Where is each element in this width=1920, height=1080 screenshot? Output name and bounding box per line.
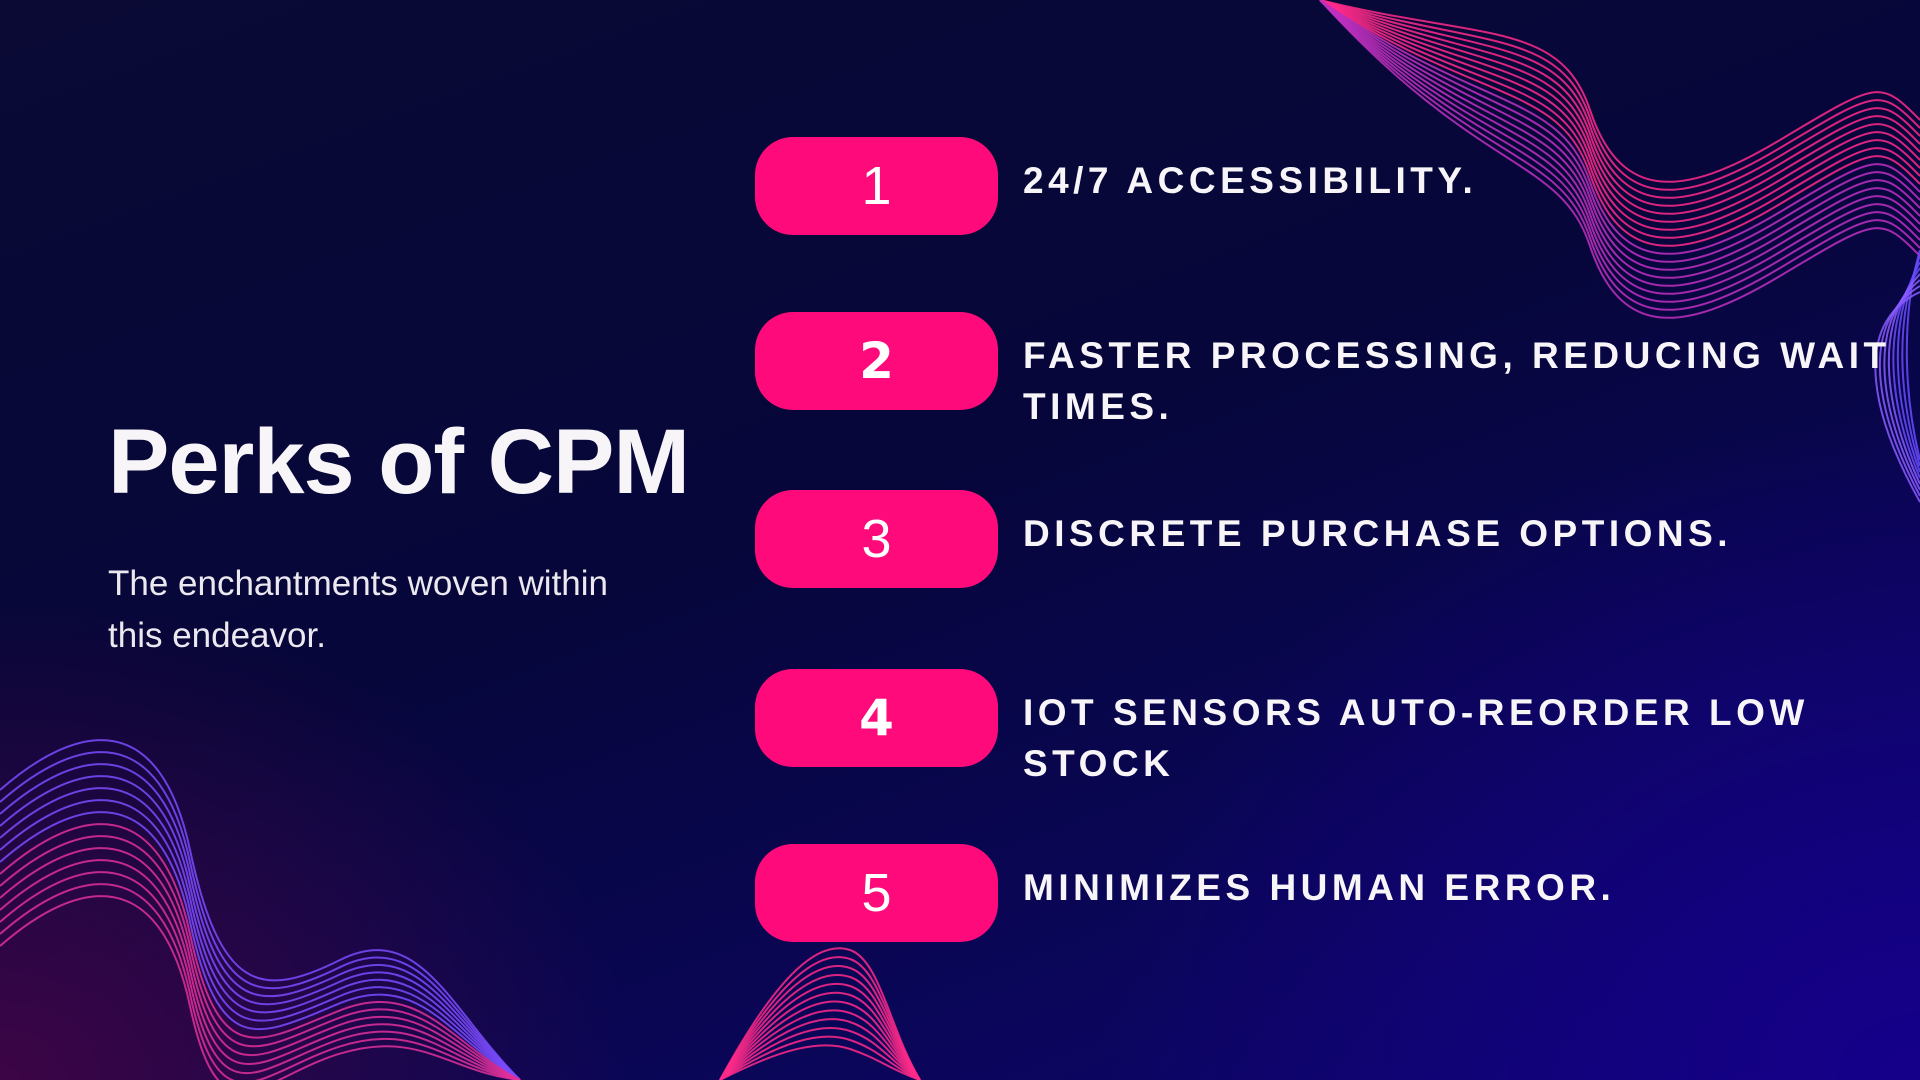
list-item: 1 24/7 ACCESSIBILITY. [755, 137, 1885, 237]
wave-line [0, 763, 521, 1080]
wave-line [0, 895, 521, 1080]
list-item: 2 FASTER PROCESSING, REDUCING WAIT TIMES… [755, 312, 1886, 427]
number-badge: 2 [755, 312, 998, 410]
number-badge: 5 [755, 844, 998, 942]
wave-line [719, 947, 921, 1080]
wave-line [0, 751, 521, 1080]
wave-line [0, 859, 521, 1080]
wave-line [1896, 261, 1920, 473]
wave-line [719, 1026, 921, 1080]
item-text: IOT SENSORS AUTO-REORDER LOW STOCK [1023, 692, 1809, 784]
wave-line [719, 1044, 921, 1080]
item-text: FASTER PROCESSING, REDUCING WAIT TIMES. [1023, 335, 1891, 427]
wave-line [719, 1000, 921, 1080]
wave-line [719, 1035, 921, 1080]
wave-line [0, 775, 521, 1080]
wave-line [719, 956, 921, 1080]
list-item: 3 DISCRETE PURCHASE OPTIONS. [755, 490, 1885, 590]
wave-line [0, 787, 521, 1080]
wave-line [0, 847, 521, 1080]
wave-line [0, 823, 521, 1080]
number-badge: 3 [755, 490, 998, 588]
wave-line [0, 883, 521, 1080]
wave-line [0, 835, 521, 1080]
wave-line [719, 1018, 921, 1080]
list-item: 4 IOT SENSORS AUTO-REORDER LOW STOCK [755, 669, 1885, 784]
wave-line [719, 973, 921, 1080]
item-text: 24/7 ACCESSIBILITY. [1023, 160, 1478, 201]
page-subtitle: The enchantments woven within this endea… [108, 564, 608, 655]
wave-line [719, 1009, 921, 1080]
wave-line [1892, 267, 1920, 479]
wave-line [0, 739, 521, 1080]
wave-line [719, 991, 921, 1080]
item-text: DISCRETE PURCHASE OPTIONS. [1023, 513, 1733, 554]
wave-line [1901, 255, 1920, 467]
wave-line [0, 871, 521, 1080]
number-badge: 4 [755, 669, 998, 767]
page-title: Perks of CPM [108, 411, 690, 513]
number-badge: 1 [755, 137, 998, 235]
wave-line [719, 965, 921, 1080]
wave-line [1887, 273, 1920, 485]
wave-line [719, 982, 921, 1080]
wave-line [0, 799, 521, 1080]
item-text: MINIMIZES HUMAN ERROR. [1023, 867, 1616, 908]
wave-line [1905, 249, 1920, 461]
list-item: 5 MINIMIZES HUMAN ERROR. [755, 844, 1885, 944]
wave-line [0, 811, 521, 1080]
